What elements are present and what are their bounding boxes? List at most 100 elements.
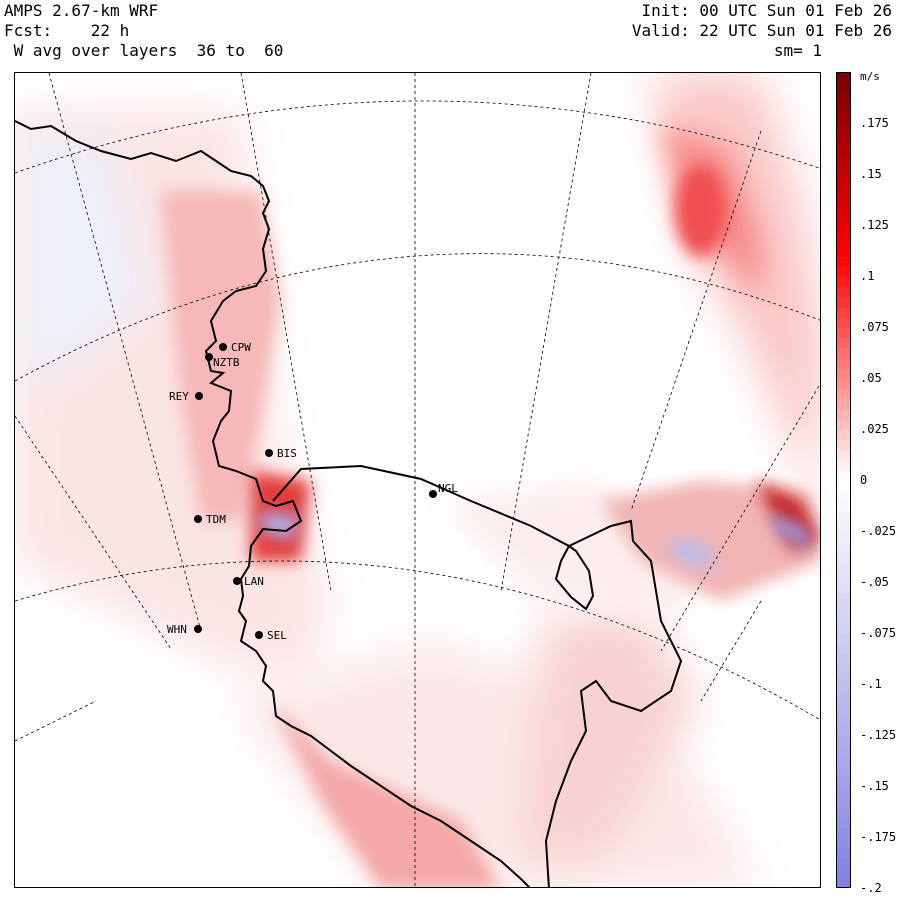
- graticule: [15, 73, 820, 887]
- colorbar-segment: [837, 307, 850, 319]
- colorbar-segment: [837, 317, 850, 329]
- colorbar-segment: [837, 226, 850, 238]
- colorbar-segment: [837, 368, 850, 380]
- colorbar-segment: [837, 654, 850, 666]
- colorbar-segment: [837, 103, 850, 115]
- colorbar-segment: [837, 358, 850, 370]
- colorbar-segment: [837, 215, 850, 227]
- colorbar-segment: [837, 695, 850, 707]
- colorbar-segment: [837, 297, 850, 309]
- colorbar-segment: [837, 124, 850, 136]
- colorbar-segment: [837, 878, 850, 887]
- colorbar-segment: [837, 532, 850, 544]
- colorbar-segment: [837, 552, 850, 564]
- colorbar-tick-label: .075: [860, 320, 889, 334]
- colorbar-segment: [837, 613, 850, 625]
- map-panel[interactable]: CPW NZTB REY BIS NGL TDM LAN WHN SEL: [14, 72, 821, 888]
- colorbar-segment: [837, 746, 850, 758]
- colorbar-segment: [837, 134, 850, 146]
- svg-text:BIS: BIS: [277, 447, 297, 460]
- svg-text:NZTB: NZTB: [213, 356, 240, 369]
- svg-text:LAN: LAN: [244, 575, 264, 588]
- smoothing-label: sm= 1: [773, 41, 822, 60]
- colorbar-segment: [837, 715, 850, 727]
- colorbar-segment: [837, 766, 850, 778]
- coastline: [15, 120, 683, 887]
- colorbar-segment: [837, 736, 850, 748]
- colorbar-segment: [837, 440, 850, 452]
- station-lan[interactable]: LAN: [233, 575, 264, 588]
- colorbar-segment: [837, 664, 850, 676]
- colorbar-segment: [837, 144, 850, 156]
- colorbar-segment: [837, 848, 850, 860]
- colorbar-tick-label: -.175: [860, 830, 897, 844]
- colorbar-segment: [837, 501, 850, 513]
- colorbar-tick-label: -.125: [860, 728, 897, 742]
- colorbar-segment: [837, 797, 850, 809]
- colorbar-segment: [837, 756, 850, 768]
- colorbar-segment: [837, 858, 850, 870]
- colorbar-segment: [837, 195, 850, 207]
- colorbar-segment: [837, 450, 850, 462]
- colorbar-tick-label: .025: [860, 422, 889, 436]
- station-cpw[interactable]: CPW: [219, 341, 251, 354]
- station-whn[interactable]: WHN: [167, 623, 202, 636]
- colorbar-segment: [837, 236, 850, 248]
- station-sel[interactable]: SEL: [255, 629, 287, 642]
- colorbar: [836, 72, 851, 888]
- svg-text:TDM: TDM: [206, 513, 226, 526]
- colorbar-segment: [837, 430, 850, 442]
- svg-text:WHN: WHN: [167, 623, 187, 636]
- colorbar-tick-label: .1: [860, 269, 875, 283]
- colorbar-segment: [837, 93, 850, 105]
- colorbar-segment: [837, 562, 850, 574]
- colorbar-segment: [837, 246, 850, 258]
- colorbar-segment: [837, 277, 850, 289]
- colorbar-tick-label: -.025: [860, 524, 897, 538]
- colorbar-segment: [837, 603, 850, 615]
- colorbar-segment: [837, 542, 850, 554]
- colorbar-segment: [837, 593, 850, 605]
- colorbar-segment: [837, 634, 850, 646]
- colorbar-tick-label: .125: [860, 218, 889, 232]
- station-rey[interactable]: REY: [169, 390, 203, 403]
- positive-updraft-band: [651, 73, 820, 498]
- station-markers: CPW NZTB REY BIS NGL TDM LAN WHN SEL: [167, 341, 458, 642]
- station-nztb[interactable]: NZTB: [205, 353, 240, 369]
- colorbar-tick-label: 0: [860, 473, 868, 487]
- colorbar-segment: [837, 491, 850, 503]
- init-time: Init: 00 UTC Sun 01 Feb 26: [641, 1, 892, 20]
- colorbar-segment: [837, 379, 850, 391]
- peninsula-terrain-signal: [161, 191, 820, 887]
- svg-text:SEL: SEL: [267, 629, 287, 642]
- colorbar-segment: [837, 674, 850, 686]
- field-description: W avg over layers 36 to 60: [4, 41, 284, 60]
- colorbar-segment: [837, 389, 850, 401]
- colorbar-tick-label: .05: [860, 371, 882, 385]
- colorbar-tick-label: .15: [860, 167, 882, 181]
- colorbar-segment: [837, 287, 850, 299]
- svg-text:REY: REY: [169, 390, 189, 403]
- forecast-hour: Fcst: 22 h: [4, 21, 130, 40]
- colorbar-segment: [837, 623, 850, 635]
- station-bis[interactable]: BIS: [265, 447, 297, 460]
- colorbar-segment: [837, 460, 850, 472]
- colorbar-segment: [837, 827, 850, 839]
- colorbar-segment: [837, 644, 850, 656]
- colorbar-tick-label: .175: [860, 116, 889, 130]
- colorbar-segment: [837, 185, 850, 197]
- colorbar-segment: [837, 154, 850, 166]
- colorbar-segment: [837, 787, 850, 799]
- colorbar-tick-label: -.1: [860, 677, 882, 691]
- colorbar-segment: [837, 838, 850, 850]
- colorbar-segment: [837, 266, 850, 278]
- station-tdm[interactable]: TDM: [194, 513, 226, 526]
- colorbar-segment: [837, 572, 850, 584]
- colorbar-segment: [837, 256, 850, 268]
- map-canvas[interactable]: CPW NZTB REY BIS NGL TDM LAN WHN SEL: [15, 73, 821, 888]
- colorbar-segment: [837, 481, 850, 493]
- colorbar-segment: [837, 338, 850, 350]
- colorbar-units: m/s: [860, 70, 880, 83]
- colorbar-segment: [837, 83, 850, 95]
- station-ngl[interactable]: NGL: [429, 482, 458, 498]
